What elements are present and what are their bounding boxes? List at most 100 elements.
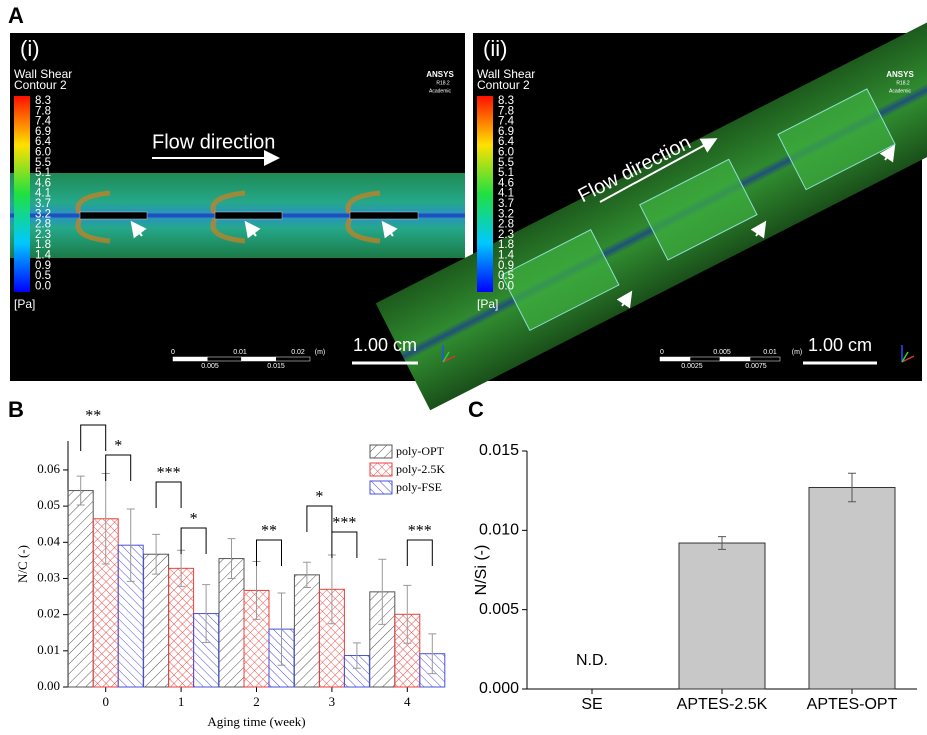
ruler-label: 0.0075 [745, 363, 767, 370]
significance-label: * [114, 438, 122, 455]
axis-triad [442, 351, 450, 363]
colorbar [14, 96, 30, 292]
colorbar-label: 2.8 [498, 219, 514, 231]
legend-title: Wall Shear [14, 67, 72, 81]
bar [218, 558, 245, 688]
version: R18.2 [436, 80, 450, 86]
significance-label: * [190, 511, 198, 528]
y-tick-label: 0.005 [479, 601, 519, 618]
x-axis-label: Aging time (week) [207, 714, 305, 729]
bar [678, 542, 766, 690]
legend-label: poly-2.5K [396, 462, 445, 476]
colorbar-label: 7.8 [498, 105, 514, 117]
y-axis-label: N/C (-) [15, 545, 30, 583]
significance-bracket [80, 424, 107, 451]
colorbar-label: 6.9 [35, 126, 51, 138]
x-tick-label: 1 [178, 694, 185, 709]
colorbar-label: 4.6 [35, 177, 51, 189]
colorbar-label: 8.3 [498, 95, 514, 107]
legend-subtitle: Contour 2 [477, 78, 530, 92]
colorbar-label: 6.4 [35, 136, 52, 148]
colorbar-label: 1.4 [35, 250, 52, 262]
x-tick-label: 4 [404, 694, 411, 709]
axis-triad [901, 355, 915, 363]
colorbar-label: 5.5 [498, 157, 514, 169]
error-bar [378, 558, 387, 625]
panel-label: C [468, 397, 484, 422]
ruler-label: 0.005 [201, 363, 219, 370]
error-bar [76, 475, 85, 506]
x-tick-label: 2 [253, 694, 260, 709]
brand: ANSYS [886, 70, 914, 79]
image-label: (i) [20, 36, 40, 61]
error-bar [428, 633, 437, 675]
ruler-label: 0.02 [291, 349, 305, 356]
x-tick-label: APTES-2.5K [677, 696, 768, 713]
colorbar-label: 5.5 [35, 157, 51, 169]
edition: Academic [429, 88, 451, 94]
legend-label: poly-OPT [396, 444, 445, 458]
value-label: N.D. [576, 652, 608, 669]
colorbar-label: 0.9 [498, 260, 514, 272]
unit-label: [Pa] [477, 297, 498, 311]
ruler-segment [275, 356, 311, 362]
colorbar-label: 6.9 [498, 126, 514, 138]
colorbar-label: 1.8 [35, 239, 51, 251]
x-tick-label: SE [581, 696, 602, 713]
colorbar [477, 96, 493, 292]
colorbar-label: 2.3 [498, 229, 514, 241]
x-tick-label: 0 [102, 694, 109, 709]
image-label: (ii) [483, 36, 507, 61]
y-tick-label: 0.04 [37, 533, 60, 548]
ruler-segment [659, 356, 691, 362]
legend-label: poly-FSE [396, 480, 442, 494]
x-tick-label: 3 [329, 694, 336, 709]
bar [168, 567, 195, 688]
ruler-label: 0.01 [763, 349, 777, 356]
colorbar-label: 7.8 [35, 105, 51, 117]
ruler-segment [689, 356, 721, 362]
channel-3d [375, 3, 927, 411]
significance-label: ** [261, 523, 277, 540]
charts: 0.00 0.01 0.02 0.03 0.04 0.05 0.06 0 1 2 3 4 Aging t… [15, 408, 917, 729]
y-tick-label: 0.000 [479, 680, 519, 697]
error-bar [152, 533, 161, 575]
error-bar [848, 472, 856, 503]
error-bar [302, 561, 311, 589]
electrodes [10, 190, 465, 244]
legend-swatch [369, 480, 393, 495]
significance-label: *** [408, 523, 432, 540]
y-tick-label: 0.01 [37, 642, 60, 657]
error-bar [352, 642, 361, 669]
ruler-label: (m) [792, 349, 803, 356]
brand: ANSYS [426, 70, 454, 79]
legend-swatch [369, 462, 393, 477]
colorbar-label: 6.0 [35, 147, 51, 159]
significance-bracket [256, 539, 282, 566]
edition: Academic [889, 88, 911, 94]
colorbar-label: 1.4 [498, 250, 515, 262]
colorbar-label: 0.0 [498, 280, 514, 292]
ruler-segment [207, 356, 242, 362]
y-tick-label: 0.015 [479, 442, 519, 459]
ruler-label: 0.01 [233, 349, 247, 356]
ruler-label: 0 [660, 349, 664, 356]
significance-bracket [331, 531, 358, 558]
bar [67, 490, 94, 688]
colorbar-label: 5.1 [35, 167, 51, 179]
y-tick-label: 0.03 [37, 569, 60, 584]
y-tick-label: 0.02 [37, 606, 60, 621]
legend-subtitle: Contour 2 [14, 78, 67, 92]
legend-swatch [369, 444, 393, 459]
y-axis-label: N/Si (-) [473, 545, 490, 596]
error-bar [126, 508, 135, 582]
y-tick-label: 0.010 [479, 522, 519, 539]
colorbar-label: 3.7 [498, 198, 514, 210]
ruler-label: 0 [171, 349, 175, 356]
colorbar-label: 0.0 [35, 280, 51, 292]
significance-bracket [180, 527, 207, 554]
y-tick-label: 0.05 [37, 497, 60, 512]
axis-triad [442, 355, 456, 363]
significance-bracket [155, 481, 182, 508]
